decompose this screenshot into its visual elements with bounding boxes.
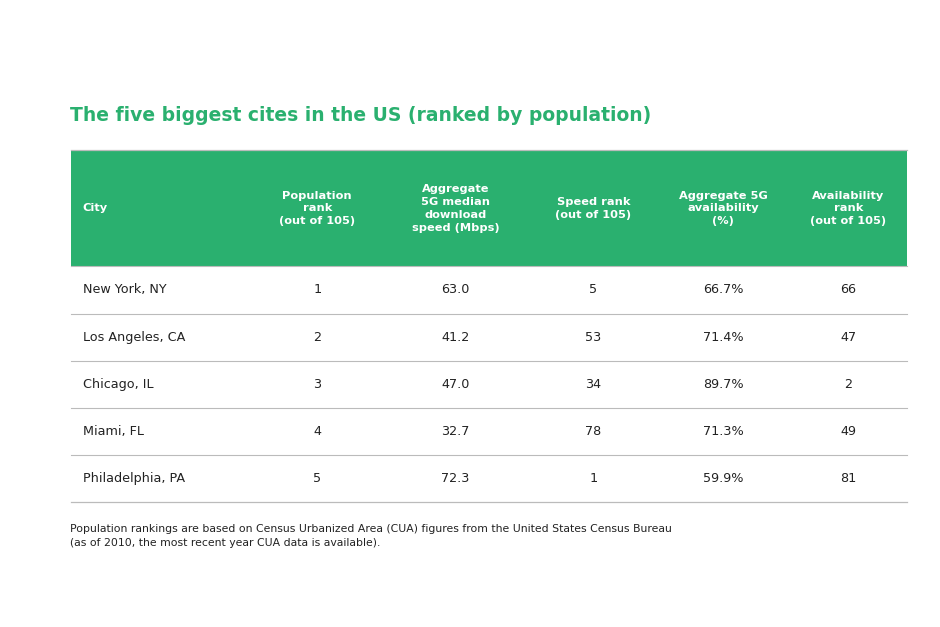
Text: 53: 53 xyxy=(586,330,602,344)
Text: Miami, FL: Miami, FL xyxy=(83,424,144,438)
Text: 1: 1 xyxy=(313,283,321,297)
Text: 81: 81 xyxy=(840,472,856,485)
Text: New York, NY: New York, NY xyxy=(83,283,166,297)
Text: Speed rank
(out of 105): Speed rank (out of 105) xyxy=(556,197,632,220)
Text: Population
rank
(out of 105): Population rank (out of 105) xyxy=(279,191,355,226)
Text: 71.3%: 71.3% xyxy=(703,424,744,438)
Text: Aggregate
5G median
download
speed (Mbps): Aggregate 5G median download speed (Mbps… xyxy=(412,184,499,233)
Text: 5: 5 xyxy=(313,472,321,485)
Text: 59.9%: 59.9% xyxy=(703,472,744,485)
Text: 47.0: 47.0 xyxy=(441,377,469,391)
Text: 49: 49 xyxy=(840,424,856,438)
Text: Availability
rank
(out of 105): Availability rank (out of 105) xyxy=(810,191,886,226)
Text: Aggregate 5G
availability
(%): Aggregate 5G availability (%) xyxy=(679,191,767,226)
Text: 66.7%: 66.7% xyxy=(703,283,744,297)
Text: 1: 1 xyxy=(589,472,598,485)
Text: 5: 5 xyxy=(589,283,598,297)
Text: 72.3: 72.3 xyxy=(441,472,469,485)
Text: 2: 2 xyxy=(313,330,321,344)
Text: 3: 3 xyxy=(313,377,321,391)
Text: Chicago, IL: Chicago, IL xyxy=(83,377,153,391)
Text: Los Angeles, CA: Los Angeles, CA xyxy=(83,330,185,344)
Text: 71.4%: 71.4% xyxy=(703,330,744,344)
Text: Philadelphia, PA: Philadelphia, PA xyxy=(83,472,185,485)
Text: 4: 4 xyxy=(313,424,321,438)
Text: 66: 66 xyxy=(840,283,856,297)
Text: The five biggest cites in the US (ranked by population): The five biggest cites in the US (ranked… xyxy=(70,107,651,125)
Text: 47: 47 xyxy=(840,330,856,344)
Text: 32.7: 32.7 xyxy=(441,424,469,438)
Text: 34: 34 xyxy=(586,377,602,391)
Text: 63.0: 63.0 xyxy=(441,283,469,297)
Text: 2: 2 xyxy=(844,377,853,391)
Text: 41.2: 41.2 xyxy=(441,330,469,344)
Text: Population rankings are based on Census Urbanized Area (CUA) figures from the Un: Population rankings are based on Census … xyxy=(70,524,672,547)
Text: 89.7%: 89.7% xyxy=(703,377,744,391)
Text: 78: 78 xyxy=(586,424,602,438)
Text: City: City xyxy=(83,204,108,213)
